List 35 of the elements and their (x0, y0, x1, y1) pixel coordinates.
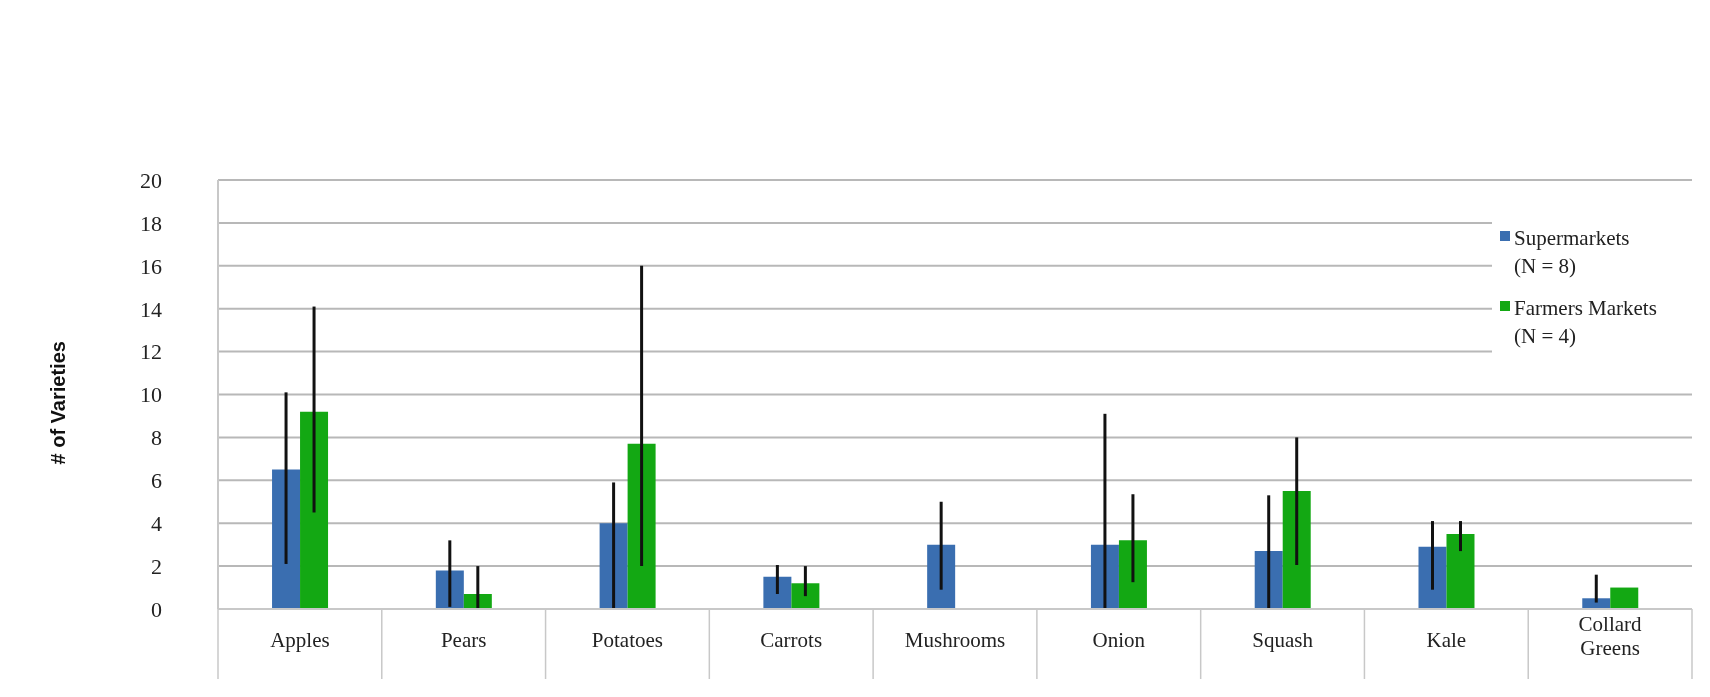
y-tick-label: 10 (140, 382, 162, 408)
x-tick-label: Carrots (760, 628, 823, 652)
y-tick-label: 2 (151, 553, 162, 579)
bar (1610, 587, 1639, 609)
legend-label: Supermarkets (N = 8) (1514, 225, 1630, 280)
x-tick-label: Pears (440, 628, 487, 652)
bar (927, 544, 956, 609)
legend-label: Farmers Markets (N = 4) (1514, 295, 1657, 350)
y-tick-label: 0 (151, 596, 162, 622)
y-tick-label: 4 (151, 511, 162, 537)
y-tick-label: 12 (140, 339, 162, 365)
bar (763, 576, 792, 609)
bar (1118, 540, 1147, 609)
x-tick-label: Potatoes (591, 628, 664, 652)
x-tick-label: Collard Greens (1578, 612, 1643, 660)
bar (627, 443, 656, 609)
y-tick-label: 20 (140, 167, 162, 193)
bar (300, 411, 329, 609)
y-tick-label: 18 (140, 210, 162, 236)
bar (1418, 546, 1447, 609)
bar (1582, 598, 1611, 609)
y-tick-label: 8 (151, 425, 162, 451)
bar (791, 583, 820, 609)
x-tick-label: Apples (270, 628, 330, 652)
bar (272, 469, 301, 609)
bar (1446, 533, 1475, 609)
bar (1282, 491, 1311, 609)
y-tick-label: 16 (140, 253, 162, 279)
x-tick-label: Kale (1426, 628, 1467, 652)
y-axis-title: # of Varieties (47, 341, 70, 465)
x-tick-label: Squash (1252, 628, 1314, 652)
y-tick-label: 14 (140, 296, 162, 322)
x-tick-label: Mushrooms (904, 628, 1006, 652)
y-tick-label: 6 (151, 468, 162, 494)
x-tick-label: Onion (1092, 628, 1146, 652)
